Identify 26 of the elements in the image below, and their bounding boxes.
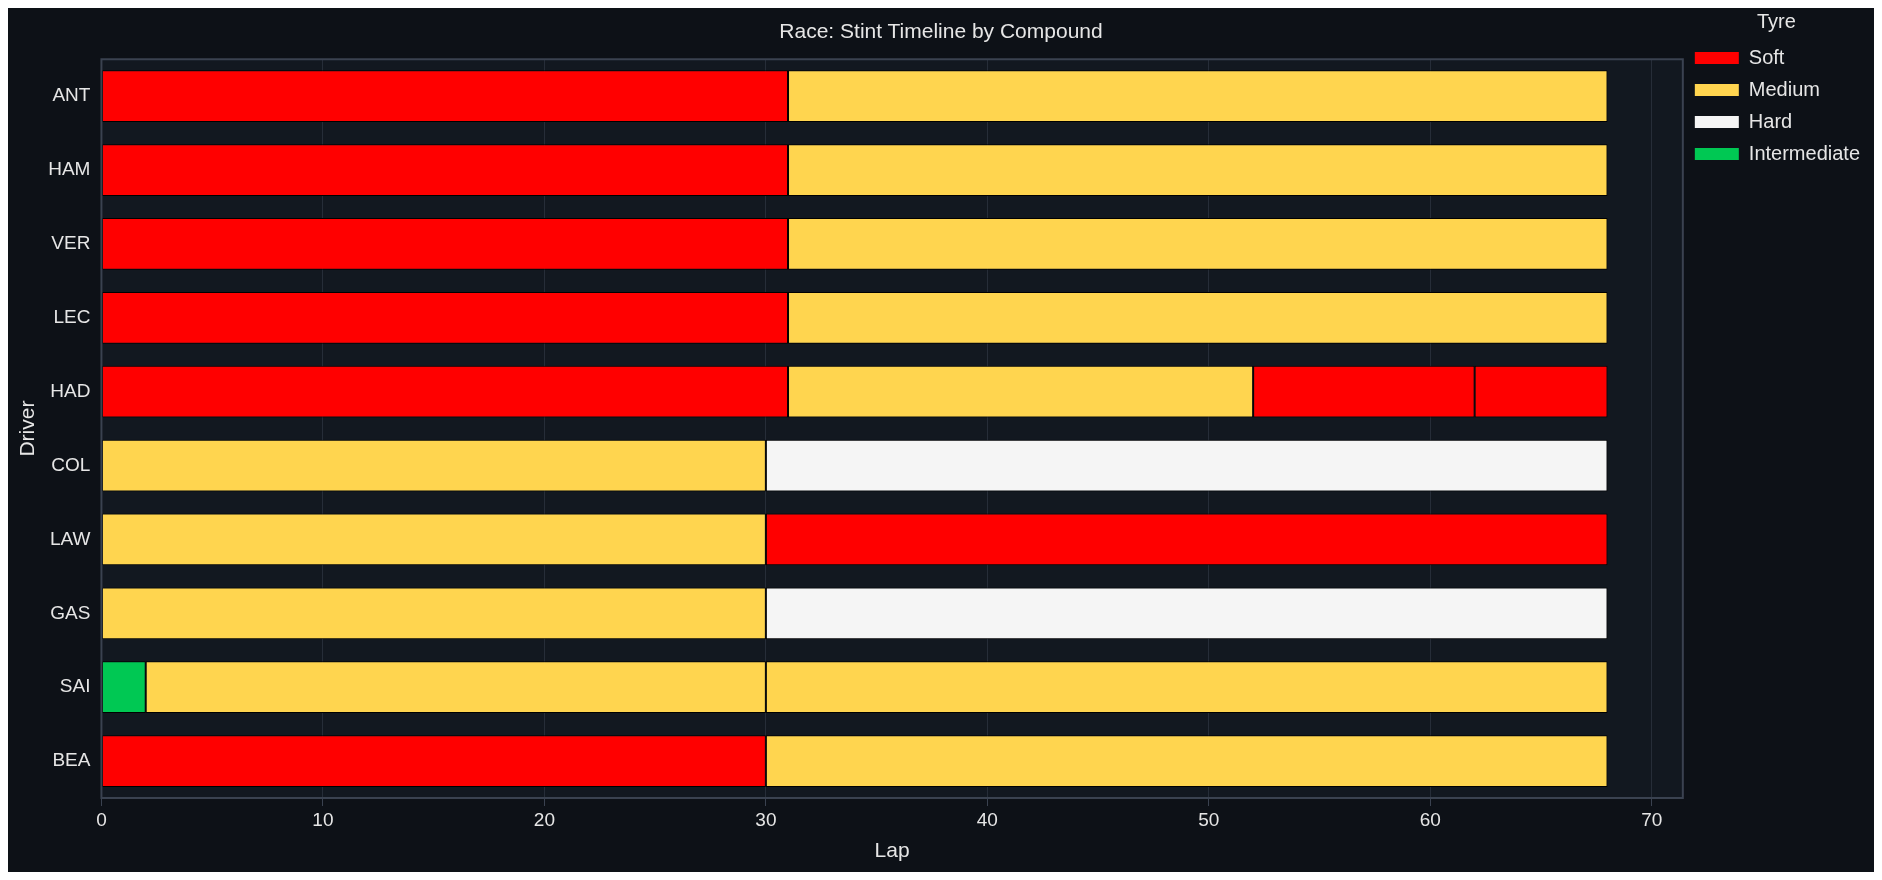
chart-title: Race: Stint Timeline by Compound xyxy=(779,19,1103,43)
y-tick-label: HAD xyxy=(50,379,91,401)
y-tick-label: LEC xyxy=(53,306,91,328)
legend-label: Soft xyxy=(1748,45,1785,68)
y-tick-label: COL xyxy=(51,453,91,475)
y-tick-label: BEA xyxy=(52,749,91,771)
x-tick-label: 70 xyxy=(1641,808,1663,830)
y-tick-label: HAM xyxy=(48,158,91,180)
legend-label: Medium xyxy=(1748,77,1820,100)
x-tick-label: 60 xyxy=(1419,808,1441,830)
legend-label: Hard xyxy=(1748,109,1793,132)
y-tick-label: VER xyxy=(51,232,91,254)
legend-label: Intermediate xyxy=(1748,141,1860,164)
y-tick-label: LAW xyxy=(49,527,91,549)
x-tick-label: 30 xyxy=(755,808,777,830)
y-tick-label: ANT xyxy=(52,84,91,106)
x-tick-label: 50 xyxy=(1198,808,1220,830)
legend-title: Tyre xyxy=(1756,9,1796,32)
y-tick-label: SAI xyxy=(59,675,91,697)
x-tick-label: 20 xyxy=(533,808,555,830)
y-axis-title: Driver xyxy=(15,400,39,457)
y-tick-label: GAS xyxy=(50,601,91,623)
x-tick-label: 40 xyxy=(976,808,998,830)
x-tick-label: 0 xyxy=(96,808,107,830)
x-axis-title: Lap xyxy=(874,838,910,862)
x-tick-label: 10 xyxy=(312,808,334,830)
